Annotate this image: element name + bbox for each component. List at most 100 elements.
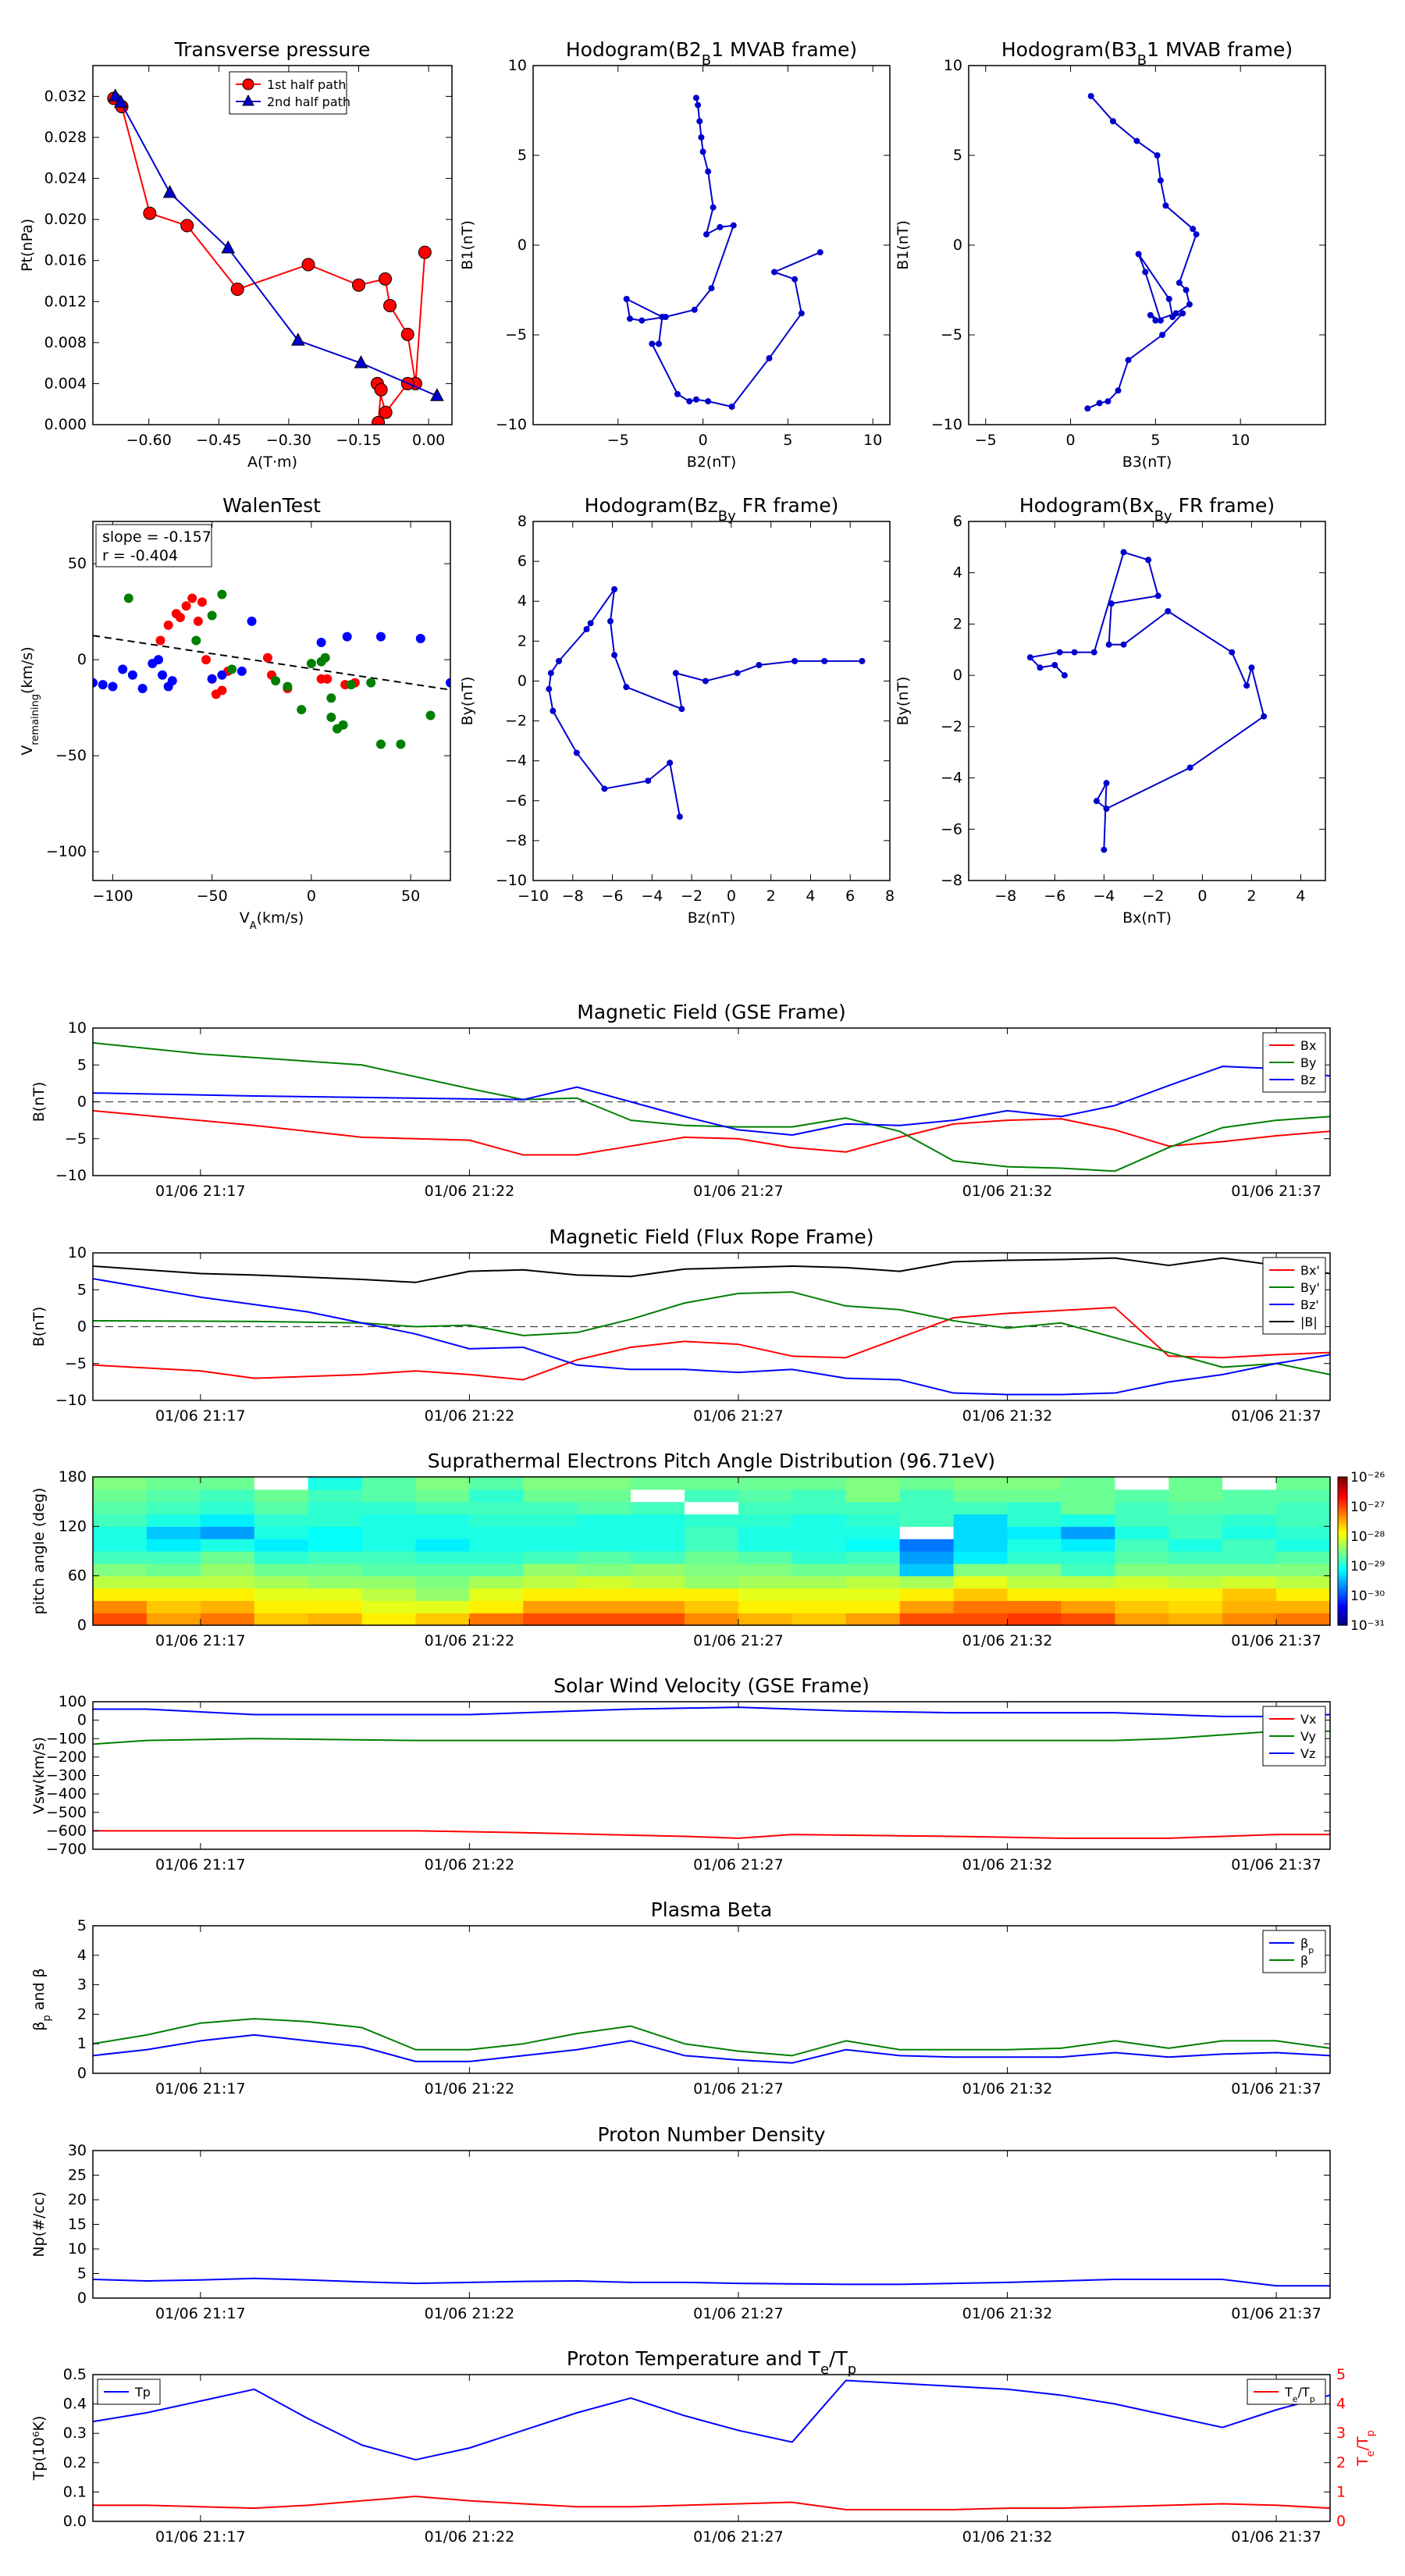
- y-tick-label: −500: [46, 1804, 87, 1821]
- heatmap-cell: [200, 1501, 255, 1515]
- heatmap-cell: [523, 1489, 578, 1503]
- data-point: [734, 670, 741, 677]
- heatmap-cell: [791, 1575, 847, 1589]
- heatmap-cell: [953, 1526, 1008, 1539]
- heatmap-cell: [899, 1501, 955, 1515]
- heatmap-cell: [791, 1613, 847, 1625]
- heatmap-cell: [1276, 1539, 1330, 1552]
- colorbar-segment: [1338, 1545, 1347, 1547]
- colorbar-label: 10⁻³⁰: [1350, 1589, 1385, 1604]
- heatmap-cell: [845, 1477, 901, 1490]
- heatmap-cell: [361, 1551, 417, 1564]
- heatmap-cell: [415, 1551, 470, 1564]
- colorbar-segment: [1338, 1586, 1347, 1589]
- y-tick-label: −2: [941, 718, 962, 735]
- y-tick-label: 5: [953, 147, 962, 164]
- heatmap-cell: [1222, 1526, 1277, 1539]
- colorbar-segment: [1338, 1609, 1347, 1611]
- heatmap-cell: [308, 1526, 363, 1539]
- data-point: [627, 315, 634, 322]
- heatmap-cell: [1007, 1489, 1062, 1503]
- plot-frame: [92, 1701, 1331, 1850]
- x-tick-label: 0: [307, 888, 316, 905]
- data-point: [698, 134, 705, 141]
- heatmap-cell: [845, 1588, 901, 1601]
- y-tick-label: 120: [59, 1517, 87, 1535]
- legend-label: Vz: [1300, 1746, 1315, 1761]
- data-point: [686, 398, 693, 405]
- data-point: [197, 597, 207, 607]
- heatmap-cell: [1168, 1477, 1223, 1490]
- heatmap-cell: [845, 1539, 901, 1552]
- heatmap-cell: [308, 1588, 363, 1601]
- y-tick-label: 0.3: [63, 2425, 87, 2442]
- heatmap-cell: [1222, 1613, 1277, 1625]
- heatmap-cell: [738, 1489, 793, 1503]
- heatmap-cell: [469, 1526, 524, 1539]
- heatmap-cell: [361, 1514, 417, 1527]
- heatmap-cell: [1222, 1575, 1277, 1589]
- heatmap-cell: [1061, 1588, 1115, 1601]
- heatmap-cell: [1276, 1575, 1330, 1589]
- x-tick-label: 01/06 21:32: [962, 2528, 1053, 2546]
- x-tick-label: 01/06 21:22: [425, 1407, 515, 1425]
- y-tick-label: −5: [941, 326, 962, 343]
- y-tick-label: 0: [77, 1617, 87, 1634]
- heatmap-cell: [1168, 1539, 1223, 1552]
- y-tick-label: 0: [77, 651, 87, 668]
- data-point: [573, 749, 580, 756]
- x-tick-label: 2: [1247, 888, 1256, 905]
- data-point: [297, 705, 307, 715]
- heatmap-cell: [200, 1489, 255, 1503]
- data-point: [756, 662, 763, 668]
- data-point: [672, 670, 679, 677]
- heatmap-cell: [93, 1501, 148, 1515]
- y-tick-label: 1: [77, 2035, 87, 2052]
- legend-label: Vx: [1300, 1712, 1316, 1727]
- heatmap-cell: [1007, 1526, 1062, 1539]
- chart-title: Plasma Beta: [651, 1898, 773, 1921]
- heatmap-cell: [1007, 1600, 1062, 1614]
- heatmap-cell: [953, 1539, 1008, 1552]
- x-axis-label: B3(nT): [1122, 454, 1172, 471]
- heatmap-cell: [469, 1501, 524, 1515]
- heatmap-cell: [523, 1526, 578, 1539]
- colorbar-segment: [1338, 1515, 1347, 1517]
- heatmap-cell: [523, 1539, 578, 1552]
- heatmap-cell: [200, 1613, 255, 1625]
- y-tick-label: 8: [518, 513, 527, 530]
- heatmap-cell: [469, 1551, 524, 1564]
- colorbar-segment: [1338, 1521, 1347, 1524]
- heatmap-cell: [361, 1600, 417, 1614]
- x-tick-label: 01/06 21:17: [155, 2080, 246, 2097]
- chart-walen: −100 −50 0 50 −100 −50 0 50 WalenTest VA(km/s) Vre…: [19, 494, 451, 932]
- x-tick-label: −5: [975, 432, 997, 449]
- x-tick-label: 01/06 21:17: [155, 1183, 246, 1200]
- data-point: [692, 94, 699, 101]
- data-point: [587, 620, 594, 627]
- colorbar-segment: [1338, 1601, 1347, 1604]
- heatmap-cell: [577, 1600, 631, 1614]
- y-tick-label: 0: [953, 667, 962, 684]
- data-point: [1165, 608, 1172, 614]
- data-point: [306, 659, 316, 669]
- x-axis-label: Bz(nT): [688, 909, 735, 927]
- data-point: [108, 681, 118, 692]
- y2-tick-label: 4: [1336, 2396, 1346, 2413]
- data-point: [1026, 654, 1033, 661]
- data-point: [550, 707, 557, 714]
- colorbar-segment: [1338, 1479, 1347, 1482]
- heatmap-cell: [523, 1588, 578, 1601]
- colorbar-frame: [1337, 1476, 1348, 1626]
- heatmap-cell: [685, 1539, 739, 1552]
- colorbar-segment: [1338, 1540, 1347, 1543]
- colorbar-segment: [1338, 1573, 1347, 1575]
- colorbar-segment: [1338, 1617, 1347, 1620]
- heatmap-cell: [953, 1501, 1008, 1515]
- heatmap-cell: [308, 1501, 363, 1515]
- heatmap-cell: [631, 1600, 685, 1614]
- heatmap-cell: [1061, 1600, 1115, 1614]
- y-tick-label: −300: [46, 1767, 87, 1784]
- data-point: [217, 685, 227, 696]
